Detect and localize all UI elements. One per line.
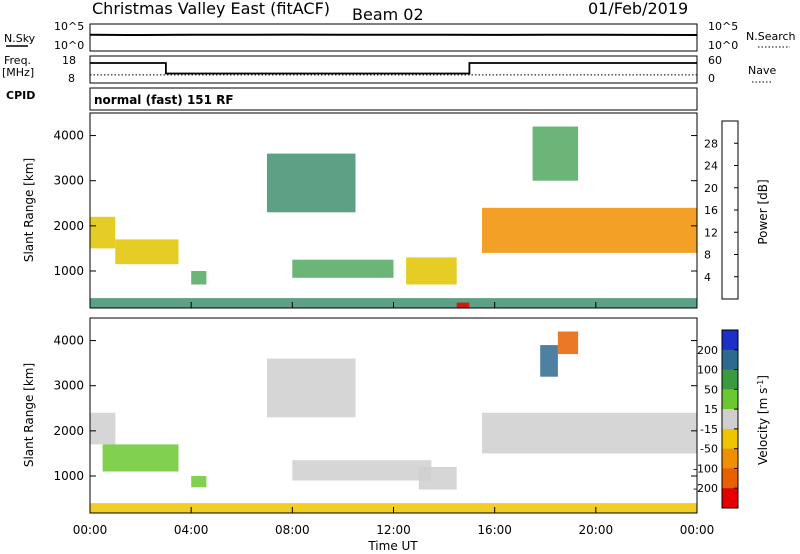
- colorbar-segment: [722, 409, 738, 430]
- colorbar-tick-label: 100: [697, 364, 718, 377]
- x-tick-label: 00:00: [680, 523, 715, 537]
- colorbar-segment: [722, 488, 738, 509]
- freq-series-line: [90, 62, 697, 75]
- heatmap-region: [90, 216, 116, 249]
- heatmap-region: [532, 126, 579, 181]
- velocity-y-axis-label: Slant Range [km]: [22, 363, 36, 467]
- nsky-label: N.Sky: [4, 32, 36, 45]
- date-label: 01/Feb/2019: [588, 0, 688, 18]
- power-y-axis-label: Slant Range [km]: [22, 158, 36, 262]
- x-tick-label: 08:00: [275, 523, 310, 537]
- colorbar-tick-label: -100: [693, 462, 718, 475]
- heatmap-region: [557, 331, 579, 355]
- power-data-cells: [90, 126, 697, 308]
- heatmap-region: [482, 412, 697, 454]
- colorbar-segment: [722, 428, 738, 450]
- colorbar-frame: [721, 329, 739, 509]
- colorbar-tick-label: -200: [693, 482, 718, 495]
- freq-label: Freq.: [4, 54, 31, 67]
- colorbar-tick-label: 4: [704, 271, 711, 284]
- colorbar-tick-label: -15: [700, 423, 718, 436]
- freq-unit: [MHz]: [2, 66, 34, 79]
- x-tick-label: 00:00: [73, 523, 108, 537]
- freq-tick-top: 18: [62, 54, 76, 67]
- cpid-strip-frame: [89, 87, 698, 111]
- nsearch-label: N.Search: [746, 30, 796, 43]
- colorbar-tick-label: 28: [704, 137, 718, 150]
- colorbar-segment: [722, 330, 738, 351]
- heatmap-region: [406, 257, 457, 285]
- colorbar-segment: [722, 389, 738, 410]
- heatmap-region: [540, 345, 558, 377]
- colorbar-tick-label: -50: [700, 443, 718, 456]
- colorbar-tick-label: 15: [704, 403, 718, 416]
- heatmap-region: [418, 467, 457, 490]
- heatmap-region: [482, 207, 697, 253]
- y-tick-label: 1000: [53, 469, 84, 483]
- heatmap-region: [191, 271, 207, 285]
- freq-strip-frame: [89, 55, 698, 84]
- colorbar-segment: [722, 349, 738, 371]
- colorbar-segment: [722, 448, 738, 469]
- y-tick-label: 3000: [53, 174, 84, 188]
- y-tick-label: 3000: [53, 379, 84, 393]
- power-panel: 1000 2000 3000 4000 Slant Range [km] 4 8 12 16…: [22, 112, 770, 309]
- nave-tick-top: 60: [708, 54, 722, 67]
- colorbar-segment: [722, 369, 738, 390]
- colorbar-tick-label: 50: [704, 383, 718, 396]
- noise-strip-frame: [89, 23, 698, 52]
- nsearch-tick-bottom: 10^0: [708, 39, 738, 52]
- heatmap-region: [102, 444, 179, 472]
- noise-strip: N.Sky 10^5 10^0 10^5 10^0 N.Search: [4, 20, 796, 52]
- heatmap-region: [292, 460, 432, 481]
- x-tick-label: 16:00: [477, 523, 512, 537]
- y-tick-label: 2000: [53, 219, 84, 233]
- cpid-label: CPID: [6, 89, 35, 102]
- nave-label: Nave: [748, 64, 776, 77]
- y-tick-label: 2000: [53, 424, 84, 438]
- colorbar-tick-label: 24: [704, 160, 718, 173]
- heatmap-region: [292, 259, 394, 278]
- beam-label: Beam 02: [352, 5, 424, 24]
- velocity-colorbar-label: Velocity [m s-1]: [756, 375, 771, 465]
- y-tick-label: 1000: [53, 264, 84, 278]
- colorbar-tick-label: 200: [697, 344, 718, 357]
- time-axis: 00:00 04:00 08:00 12:00 16:00 20:00 00:00: [73, 302, 715, 537]
- nsky-tick-top: 10^5: [54, 20, 84, 33]
- velocity-y-axis: 1000 2000 3000 4000: [53, 334, 697, 483]
- colorbar-tick-label: 16: [704, 204, 718, 217]
- colorbar-tick-label: 20: [704, 182, 718, 195]
- velocity-data-cells: [90, 331, 697, 513]
- colorbar-tick-label: 12: [704, 226, 718, 239]
- x-tick-label: 04:00: [174, 523, 209, 537]
- cpid-text: normal (fast) 151 RF: [94, 93, 234, 107]
- y-tick-label: 4000: [53, 334, 84, 348]
- heatmap-region: [267, 358, 356, 418]
- velocity-colorbar: 200 100 50 15 -15 -50 -100 -200: [693, 329, 739, 509]
- power-colorbar-label: Power [dB]: [756, 179, 770, 244]
- heatmap-region: [456, 302, 470, 308]
- freq-tick-bottom: 8: [68, 72, 75, 85]
- power-y-axis: 1000 2000 3000 4000: [53, 129, 697, 278]
- cpid-strip: CPID normal (fast) 151 RF: [6, 87, 698, 111]
- colorbar-segment: [722, 468, 738, 489]
- freq-strip: Freq. [MHz] 18 8 60 0 Nave: [2, 54, 776, 85]
- heatmap-region: [191, 476, 207, 488]
- time-axis-label: Time UT: [367, 539, 418, 553]
- y-tick-label: 4000: [53, 129, 84, 143]
- x-tick-label: 12:00: [376, 523, 411, 537]
- nsky-tick-bottom: 10^0: [54, 39, 84, 52]
- heatmap-region: [90, 412, 116, 445]
- station-title: Christmas Valley East (fitACF): [92, 0, 330, 18]
- nave-tick-bottom: 0: [708, 72, 715, 85]
- heatmap-region: [115, 239, 179, 265]
- x-tick-label: 20:00: [579, 523, 614, 537]
- colorbar-tick-label: 8: [704, 249, 711, 262]
- power-colorbar: 4 8 12 16 20 24 28: [704, 120, 739, 300]
- nsearch-tick-top: 10^5: [708, 20, 738, 33]
- heatmap-region: [267, 153, 356, 213]
